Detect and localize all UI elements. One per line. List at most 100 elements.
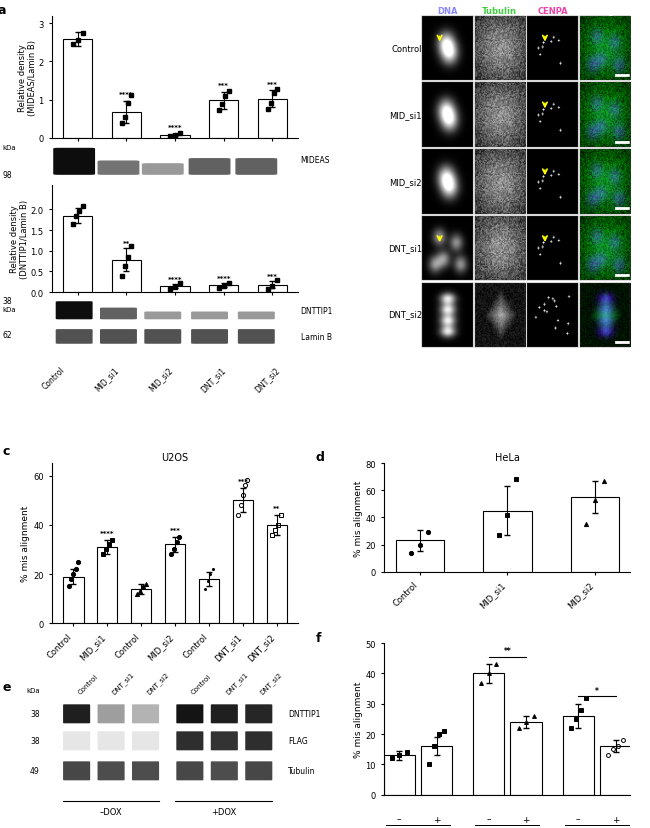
Text: DNT_si1: DNT_si1 [111,670,136,695]
FancyBboxPatch shape [53,148,95,176]
Text: ****: **** [119,92,134,99]
Text: MID_si1: MID_si1 [389,112,422,120]
Text: *: * [595,686,599,695]
Bar [600,746,631,795]
Text: c: c [3,445,10,458]
FancyBboxPatch shape [144,312,181,320]
Text: ****: **** [100,530,114,537]
Text: DNT_si2: DNT_si2 [259,670,283,695]
Text: a: a [0,4,6,17]
Title: HeLa: HeLa [495,453,520,463]
FancyBboxPatch shape [245,762,272,781]
FancyBboxPatch shape [176,705,203,724]
FancyBboxPatch shape [100,308,137,320]
FancyBboxPatch shape [176,731,203,750]
FancyBboxPatch shape [63,705,90,724]
Text: Control: Control [190,673,212,695]
Bar [266,525,287,623]
FancyBboxPatch shape [100,330,137,344]
Bar [112,261,141,292]
Text: MID_si2: MID_si2 [389,178,422,186]
Title: CENPA: CENPA [537,7,568,16]
FancyBboxPatch shape [63,762,90,781]
FancyBboxPatch shape [245,705,272,724]
Bar [510,722,541,795]
Bar [112,113,141,138]
Text: DNT_si2: DNT_si2 [253,365,281,393]
Bar [258,286,287,292]
Text: MID_si1: MID_si1 [93,365,120,392]
Text: Control: Control [41,365,67,391]
Bar [97,547,118,623]
FancyBboxPatch shape [211,762,238,781]
FancyBboxPatch shape [191,312,228,320]
Text: ****: **** [168,277,183,282]
Text: kDa: kDa [26,687,40,693]
Bar [199,580,219,623]
Bar [473,674,504,795]
Text: ***: *** [218,83,229,89]
Text: DNTTIP1: DNTTIP1 [289,710,320,719]
Text: DNT_si1: DNT_si1 [388,244,422,253]
Text: +: + [523,815,530,824]
Bar [131,589,151,623]
FancyBboxPatch shape [176,762,203,781]
Text: +: + [612,815,619,824]
FancyBboxPatch shape [144,330,181,344]
Text: Tubulin: Tubulin [289,767,316,775]
Text: –: – [397,815,402,824]
FancyBboxPatch shape [238,312,275,320]
Bar [209,101,239,138]
Bar [63,577,84,623]
Title: Merge: Merge [590,7,620,16]
Text: ***: *** [267,81,278,88]
Text: 38: 38 [3,296,12,306]
Text: MID_si2: MID_si2 [146,365,174,392]
Text: kDa: kDa [3,145,16,151]
Text: d: d [315,450,324,464]
Y-axis label: Relative density
(DNTTIP1/Lamin B): Relative density (DNTTIP1/Lamin B) [10,200,29,278]
Text: e: e [3,680,11,693]
Text: Control: Control [391,46,422,54]
Bar [161,286,190,292]
Text: 49: 49 [30,767,40,775]
Text: Lamin B: Lamin B [301,333,332,341]
Text: –: – [486,815,491,824]
FancyBboxPatch shape [245,731,272,750]
Text: ***: *** [170,527,181,534]
Title: Tubulin: Tubulin [482,7,517,16]
Text: MIDEAS: MIDEAS [301,156,330,165]
Text: f: f [315,631,321,644]
Text: **: ** [504,647,512,656]
Text: 98: 98 [3,171,12,180]
Bar [63,216,92,292]
FancyBboxPatch shape [211,705,238,724]
Text: ****: **** [216,276,231,282]
FancyBboxPatch shape [98,161,139,176]
Bar [209,286,239,292]
Title: U2OS: U2OS [161,453,188,463]
Text: DNT_si1: DNT_si1 [224,670,249,695]
FancyBboxPatch shape [132,731,159,750]
Bar [563,716,594,795]
Text: ***: *** [267,274,278,280]
Text: DNT_si1: DNT_si1 [199,365,228,393]
Bar [384,755,415,795]
FancyBboxPatch shape [56,330,92,344]
Bar [63,41,92,138]
Text: –DOX: –DOX [99,806,122,816]
Bar [233,501,253,623]
FancyBboxPatch shape [132,705,159,724]
FancyBboxPatch shape [98,762,125,781]
Text: DNTTIP1: DNTTIP1 [301,306,333,315]
Text: FLAG: FLAG [289,736,308,745]
Title: DNA: DNA [437,7,458,16]
Bar [484,511,532,572]
Bar [571,498,619,572]
FancyBboxPatch shape [132,762,159,781]
Bar [161,136,190,138]
FancyBboxPatch shape [191,330,228,344]
FancyBboxPatch shape [63,731,90,750]
FancyBboxPatch shape [98,705,125,724]
FancyBboxPatch shape [188,159,231,176]
